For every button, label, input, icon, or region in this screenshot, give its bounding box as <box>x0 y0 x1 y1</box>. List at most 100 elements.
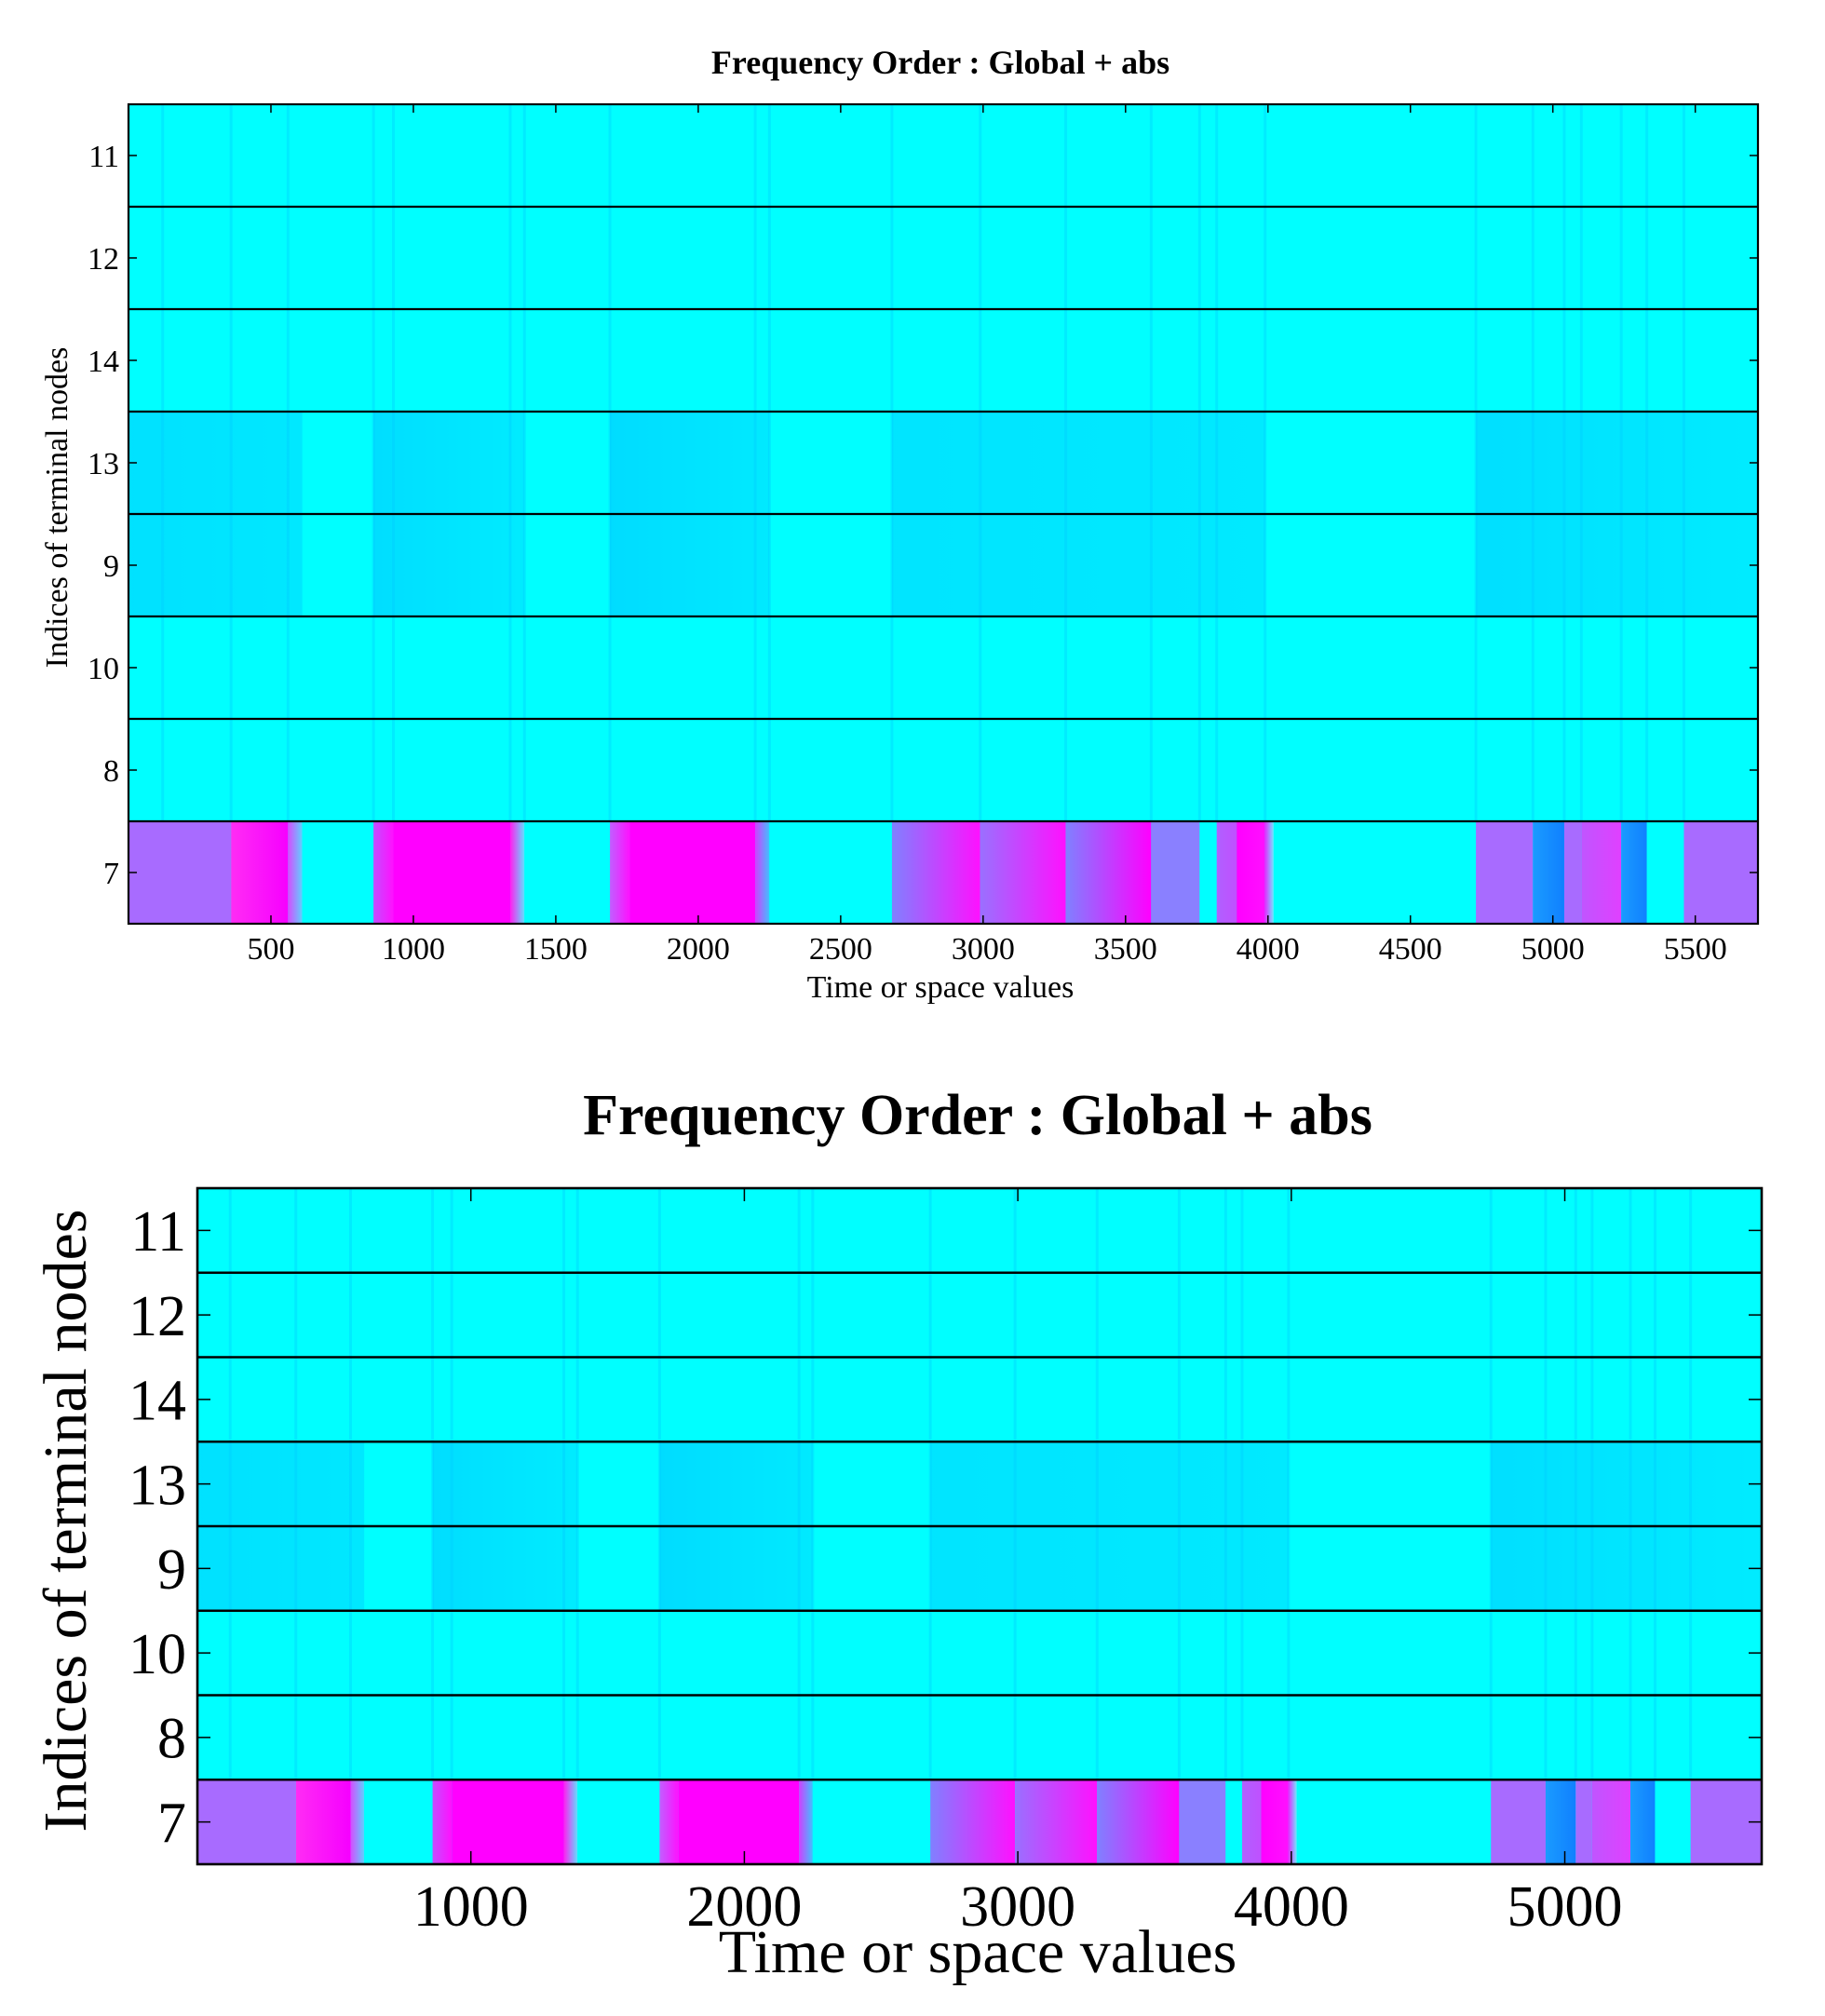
heatmap-streak <box>1682 104 1685 821</box>
heatmap-row-10 <box>128 616 1758 719</box>
heatmap-streak <box>294 1188 298 1780</box>
heatmap-cell-row7-seg25 <box>1630 1779 1656 1864</box>
heatmap-streak <box>890 104 894 821</box>
chart-top-plot-area: 11 12 14 13 9 10 8 7 500 1000 1500 2000 2500 3000 3500… <box>88 102 1760 967</box>
heatmap-cell-row7-seg14 <box>1097 1779 1180 1864</box>
x-tick-label: 2000 <box>686 1875 802 1939</box>
heatmap-streak <box>657 1188 661 1780</box>
plot-frame <box>127 102 1760 926</box>
x-tick-label: 4500 <box>1379 932 1442 967</box>
heatmap-row-10 <box>197 1610 1762 1696</box>
heatmap-row-11 <box>197 1188 1762 1273</box>
heatmap-cell-row7-seg6 <box>509 821 525 924</box>
heatmap-cell-row7-seg8 <box>610 821 630 924</box>
heatmap-cell-row7-seg5 <box>393 821 510 924</box>
heatmap-cell-row7-seg1 <box>231 821 289 924</box>
heatmap-cell-row7-seg10 <box>755 821 770 924</box>
heatmap-cell-row7-seg19 <box>1264 821 1274 924</box>
x-tick-label: 5000 <box>1507 1875 1623 1939</box>
y-tick-label: 14 <box>88 345 119 379</box>
heatmap-cell-row7-seg23 <box>1563 821 1582 924</box>
heatmap-cell-row13-seg2 <box>610 412 770 514</box>
heatmap-cell-row7-seg16 <box>1199 821 1217 924</box>
y-tick-label: 10 <box>128 1623 186 1686</box>
heatmap-cell-row9-seg2 <box>610 514 770 616</box>
heatmap-streak <box>228 1188 232 1780</box>
heatmap-cell-row7-seg5 <box>452 1779 564 1864</box>
heatmap-cell-row7-seg24 <box>1581 821 1622 924</box>
y-tick-label: 10 <box>88 652 119 686</box>
heatmap-cell-row7-seg26 <box>1646 821 1684 924</box>
y-tick-label: 11 <box>130 1200 186 1264</box>
heatmap-cell-row7-seg9 <box>678 1779 800 1864</box>
chart-top-y-axis-label: Indices of terminal nodes <box>40 347 74 669</box>
heatmap-cell-row7-seg15 <box>1151 821 1200 924</box>
heatmap-cell-row7-seg6 <box>563 1779 578 1864</box>
chart-bottom-y-axis-label: Indices of terminal nodes <box>32 1210 100 1833</box>
heatmap-cell-row7-seg2 <box>288 821 303 924</box>
heatmap-cell-row7-seg7 <box>524 821 611 924</box>
heatmap-cell-row7-seg7 <box>577 1779 660 1864</box>
heatmap-cell-row7-seg0 <box>197 1779 296 1864</box>
heatmap-row-14 <box>128 309 1758 412</box>
heatmap-streak <box>1240 1188 1244 1780</box>
heatmap-streak <box>1264 104 1267 821</box>
heatmap-cell-row13-seg3 <box>891 412 1265 514</box>
heatmap-streak <box>1579 104 1583 821</box>
heatmap-streak <box>767 104 771 821</box>
heatmap-cell-row7-seg13 <box>1015 1779 1098 1864</box>
heatmap-cell-row9-seg0 <box>197 1526 365 1611</box>
x-tick-label: 1000 <box>413 1875 529 1939</box>
heatmap-streak <box>928 1188 932 1780</box>
heatmap-streak <box>1590 1188 1594 1780</box>
x-tick-label: 3500 <box>1094 932 1157 967</box>
x-tick-label: 3000 <box>960 1875 1075 1939</box>
heatmap-cell-row7-seg11 <box>769 821 892 924</box>
heatmap-cell-row7-seg12 <box>930 1779 1016 1864</box>
heatmap-streak <box>348 1188 352 1780</box>
heatmap-cell-row7-seg3 <box>364 1779 433 1864</box>
heatmap-cell-row9-seg4 <box>1491 1526 1762 1611</box>
y-tick-label: 12 <box>128 1285 186 1348</box>
heatmap-cell-row7-seg25 <box>1621 821 1647 924</box>
y-tick-label: 7 <box>103 857 119 891</box>
heatmap-streak <box>753 104 757 821</box>
x-tick-label: 4000 <box>1237 932 1300 967</box>
heatmap-cell-row13-seg3 <box>930 1441 1289 1526</box>
heatmap-cell-row7-seg18 <box>1237 821 1265 924</box>
heatmap-cell-row13-seg4 <box>1491 1441 1762 1526</box>
heatmap-row-12 <box>128 207 1758 309</box>
heatmap-streak <box>286 104 290 821</box>
heatmap-cell-row7-seg0 <box>128 821 232 924</box>
heatmap-cell-row13-seg1 <box>373 412 525 514</box>
heatmap-streak <box>811 1188 815 1780</box>
x-tick-label: 500 <box>247 932 294 967</box>
heatmap-streak <box>1064 104 1068 821</box>
x-tick-label: 5000 <box>1521 932 1585 967</box>
x-tick-label: 3000 <box>952 932 1015 967</box>
heatmap-cell-row9-seg4 <box>1476 514 1758 616</box>
heatmap-cell-row7-seg12 <box>891 821 980 924</box>
heatmap-cell-row7-seg21 <box>1491 1779 1546 1864</box>
heatmap-cell-row13-seg0 <box>128 412 303 514</box>
heatmap-row-14 <box>197 1357 1762 1442</box>
heatmap-streak <box>1574 1188 1577 1780</box>
heatmap-streak <box>508 104 512 821</box>
y-tick-label: 8 <box>103 754 119 789</box>
heatmap-cell-row7-seg4 <box>373 821 394 924</box>
chart-top: Frequency Order : Global + abs 11 12 14 13 9… <box>40 44 1760 1005</box>
chart-bottom-x-axis-label: Time or space values <box>719 1918 1237 1986</box>
heatmap-streak <box>161 104 165 821</box>
heatmap-cell-row9-seg0 <box>128 514 303 616</box>
heatmap-cell-row7-seg15 <box>1179 1779 1226 1864</box>
x-tick-label: 2000 <box>667 932 730 967</box>
heatmap-row-8 <box>197 1695 1762 1780</box>
heatmap-cell-row7-seg11 <box>812 1779 931 1864</box>
heatmap-streak <box>1619 104 1623 821</box>
heatmap-streak <box>1013 1188 1017 1780</box>
y-tick-label: 12 <box>88 242 119 277</box>
heatmap-streak <box>1489 1188 1493 1780</box>
chart-bottom-title: Frequency Order : Global + abs <box>583 1084 1372 1147</box>
y-tick-label: 14 <box>128 1370 186 1433</box>
